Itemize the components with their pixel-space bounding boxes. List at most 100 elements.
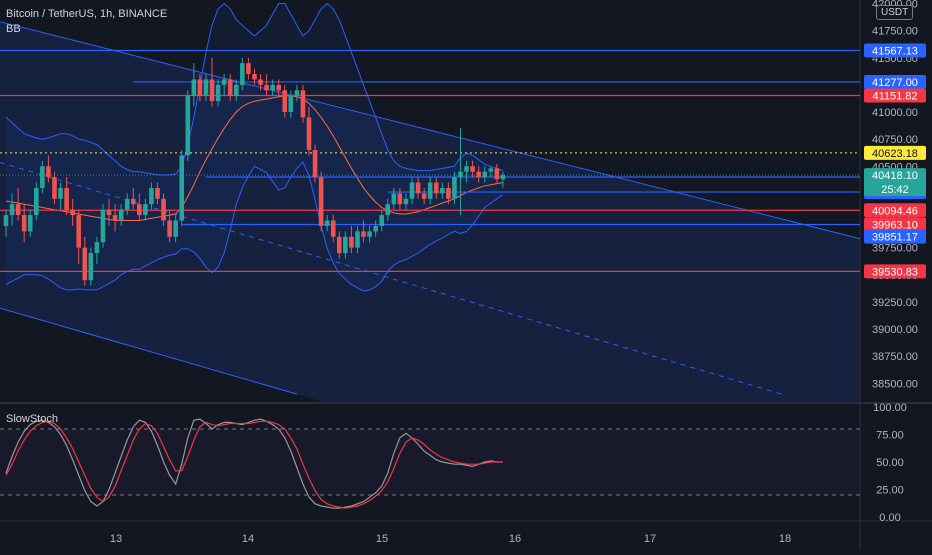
candle-body xyxy=(34,187,39,216)
candle-body xyxy=(130,198,136,205)
symbol-title[interactable]: Bitcoin / TetherUS, 1h, BINANCE xyxy=(6,8,168,20)
candle-body xyxy=(385,204,391,216)
candle-body xyxy=(264,84,269,91)
oscillator-title[interactable]: SlowStoch xyxy=(6,413,58,425)
stoch-band-fill xyxy=(0,429,860,495)
candle-body xyxy=(494,168,500,180)
candle-body xyxy=(221,79,227,85)
bb-upper-line xyxy=(5,2,504,176)
candle-body xyxy=(155,187,160,199)
candle-body xyxy=(421,193,427,199)
time-tick-label: 15 xyxy=(376,533,388,545)
channel-upper-line[interactable] xyxy=(0,0,932,329)
price-labels: 41567.1341277.0041151.8240401.2240262.00… xyxy=(864,43,926,279)
level-price-label-bg xyxy=(864,264,926,279)
candle-body xyxy=(288,95,294,112)
dotted-level-label-bg xyxy=(864,145,926,160)
candle-body xyxy=(397,193,403,205)
candle-body xyxy=(15,204,21,216)
candle-body xyxy=(191,79,197,96)
candle-body xyxy=(233,84,239,96)
time-tick-label: 18 xyxy=(779,533,791,545)
osc-tick-label: 100.00 xyxy=(873,402,907,414)
candle-body xyxy=(270,84,275,91)
level-price-label: 39851.17 xyxy=(872,232,918,244)
level-price-label-bg xyxy=(864,217,926,232)
horizontal-levels[interactable] xyxy=(0,49,860,273)
candle-body xyxy=(470,166,475,172)
candle-body xyxy=(246,63,251,75)
candlesticks xyxy=(3,57,506,286)
candle-body xyxy=(3,215,9,226)
candle-body xyxy=(215,84,221,102)
candle-body xyxy=(452,177,457,199)
candle-body xyxy=(337,236,342,254)
currency-button[interactable]: USDT xyxy=(876,5,914,20)
osc-tick-label: 0.00 xyxy=(879,512,900,524)
candle-body xyxy=(391,193,397,205)
price-tick-label: 39250.00 xyxy=(872,297,918,309)
candle-body xyxy=(409,182,415,199)
candle-body xyxy=(88,253,94,281)
level-price-label-bg xyxy=(864,43,926,58)
candle-body xyxy=(240,63,245,85)
candle-body xyxy=(294,90,300,96)
current-price-label-bg xyxy=(864,168,926,197)
candle-body xyxy=(458,171,463,178)
candle-body xyxy=(415,182,421,194)
candle-body xyxy=(500,174,506,180)
candle-body xyxy=(64,187,69,210)
time-tick-label: 13 xyxy=(110,533,122,545)
candle-body xyxy=(100,209,106,243)
candle-body xyxy=(46,166,51,178)
candle-body xyxy=(94,242,100,254)
candle-body xyxy=(300,90,306,118)
time-axis[interactable]: 13 14 15 16 17 18 xyxy=(110,533,791,545)
candle-body xyxy=(203,79,209,96)
price-tick-label: 38500.00 xyxy=(872,378,918,390)
candle-body xyxy=(40,166,45,188)
candle-body xyxy=(137,204,142,216)
candle-body xyxy=(149,187,154,205)
slowstoch-lines xyxy=(0,418,860,509)
osc-tick-label: 75.00 xyxy=(876,430,904,442)
candle-body xyxy=(427,182,433,199)
channel-lower-line[interactable] xyxy=(0,275,298,395)
channel-fill xyxy=(0,21,860,402)
current-price-label-countdown: 25:42 xyxy=(881,184,909,196)
candle-body xyxy=(258,79,263,85)
level-price-label: 41151.82 xyxy=(872,91,917,103)
candle-body xyxy=(464,166,469,172)
candle-body xyxy=(106,209,112,216)
candle-body xyxy=(446,187,451,199)
candle-body xyxy=(167,220,172,237)
candle-body xyxy=(21,215,27,232)
candle-body xyxy=(440,187,445,194)
candle-body xyxy=(282,90,288,112)
stoch-k-line xyxy=(5,418,503,509)
candle-body xyxy=(403,198,409,205)
candle-body xyxy=(185,95,191,156)
osc-axis[interactable]: 0.00 25.00 50.00 75.00 100.00 xyxy=(873,402,907,524)
bb-fill xyxy=(6,3,503,291)
candle-body xyxy=(276,84,281,91)
candle-body xyxy=(58,187,63,199)
candle-body xyxy=(209,79,215,102)
level-price-label: 40094.46 xyxy=(872,205,918,217)
dotted-level-label: 40623.18 xyxy=(872,148,918,160)
level-price-label: 41277.00 xyxy=(872,77,918,89)
candle-body xyxy=(306,117,312,150)
indicator-label-bb[interactable]: BB xyxy=(6,23,21,35)
stoch-d-line xyxy=(5,420,503,509)
candle-body xyxy=(349,236,354,248)
candle-body xyxy=(488,168,494,172)
candle-body xyxy=(76,215,82,248)
candle-body xyxy=(179,155,185,221)
level-price-label-bg xyxy=(864,74,926,89)
candle-body xyxy=(361,231,366,237)
level-price-label: 39530.83 xyxy=(872,266,918,278)
candle-body xyxy=(343,236,348,254)
